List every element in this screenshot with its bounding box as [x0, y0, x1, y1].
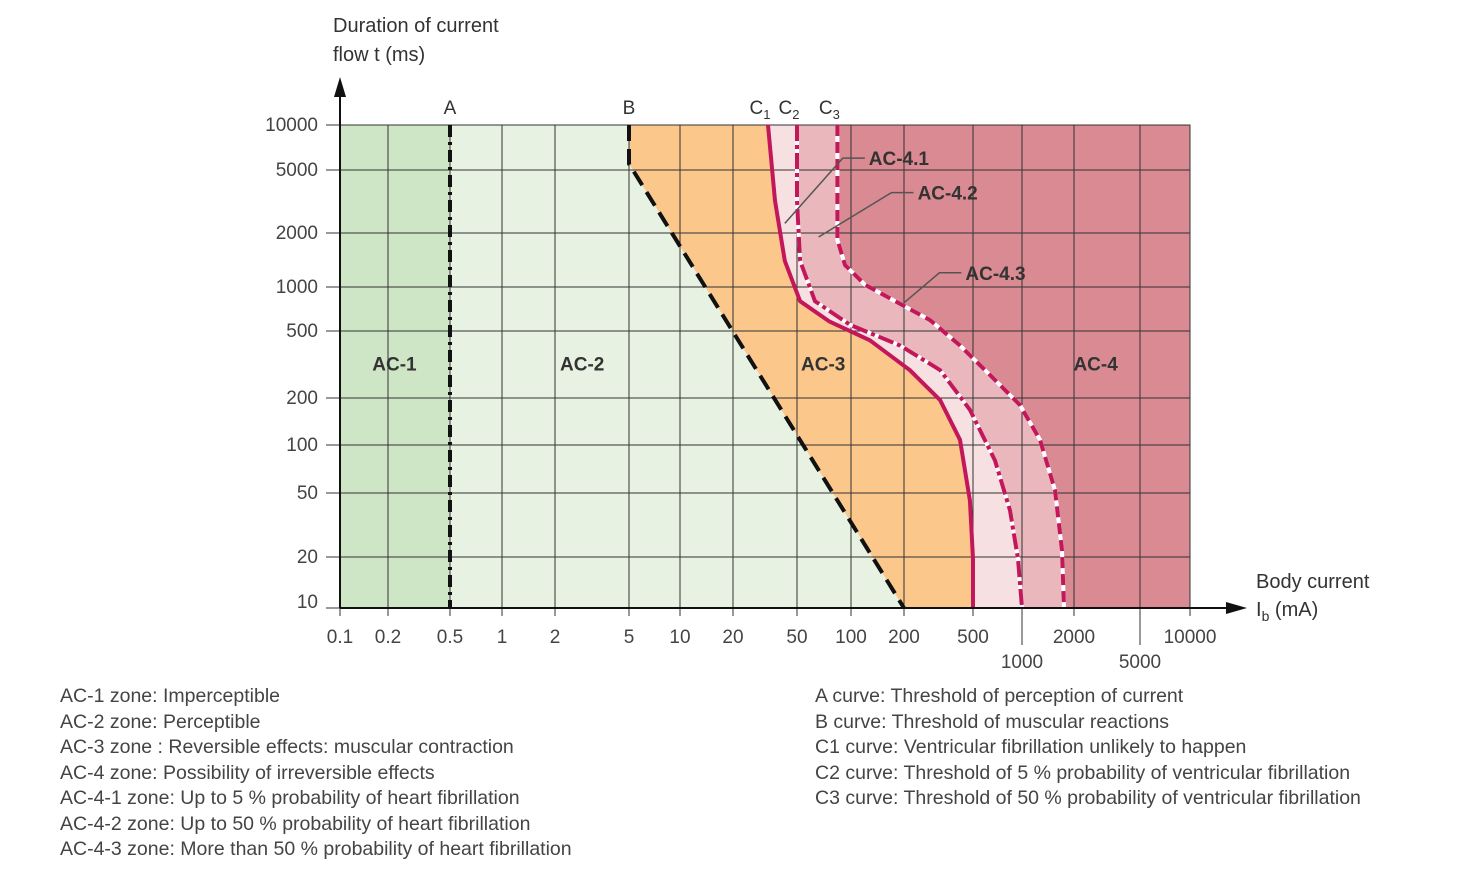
callout-label: AC-4.2 [918, 184, 978, 205]
zone-ac-2 [450, 125, 904, 608]
curve-b [627, 125, 906, 610]
x-tick-label: 0.2 [375, 627, 401, 648]
y-axis-arrow-icon [334, 77, 346, 97]
curve-c2 [795, 125, 1024, 609]
curve-label-b: B [623, 98, 636, 119]
y-axis-label: flow t (ms) [333, 44, 425, 66]
x-tick-label: 1 [497, 627, 508, 648]
callout-label: AC-4.3 [965, 264, 1025, 285]
labels: A B C1 C2 C3 AC-1 AC-2 AC-3 AC-4 AC-4.1 AC-4.2 AC-4… [372, 98, 1118, 376]
zone-label: AC-4 [1073, 355, 1118, 376]
x-axis-subscript: b [1262, 608, 1270, 624]
zone-ac-4-1 [768, 125, 1022, 608]
callout-line [818, 191, 914, 238]
x-tick-label: 2 [550, 627, 561, 648]
x-tick-label: 10 [669, 627, 690, 648]
y-tick-label: 2000 [276, 223, 318, 244]
curve-label-subscript: 2 [792, 107, 799, 122]
callout-line [784, 157, 865, 224]
curve-label-subscript: 3 [833, 107, 840, 122]
legend-item: AC-1 zone: Imperceptible [60, 685, 281, 707]
curve-c3 [835, 125, 1066, 609]
zone-label: AC-2 [560, 355, 604, 376]
legend-item: AC-3 zone : Reversible effects: muscular… [60, 736, 514, 758]
x-tick-label: 0.5 [437, 627, 463, 648]
legend-zones: AC-1 zone: Imperceptible AC-2 zone: Perc… [60, 684, 572, 863]
curve-label-subscript: 1 [763, 107, 770, 122]
x-tick-label: 2000 [1053, 627, 1095, 648]
x-tick-label: 100 [835, 627, 867, 648]
x-tick-label: 1000 [1001, 652, 1043, 673]
x-axis-symbol: I [1256, 599, 1262, 621]
x-axis-label-unit: Ib (mA) [1256, 599, 1318, 624]
x-tick-label: 500 [957, 627, 989, 648]
x-tick-label: 50 [786, 627, 807, 648]
y-tick-label: 100 [286, 435, 318, 456]
curve-label-c2: C2 [779, 98, 800, 122]
zone-label: AC-1 [372, 355, 417, 376]
curves [448, 124, 1066, 610]
x-tick-label: 200 [888, 627, 920, 648]
y-tick-label: 5000 [276, 160, 318, 181]
legend-item: A curve: Threshold of perception of curr… [815, 685, 1184, 707]
legend-item: C2 curve: Threshold of 5 % probability o… [815, 761, 1351, 784]
callout-label: AC-4.1 [869, 149, 930, 170]
zone-ac-4 [837, 125, 1190, 608]
x-axis-unit: (mA) [1269, 599, 1318, 621]
zone-ac-3 [629, 125, 973, 608]
y-axis-label: Duration of current [333, 15, 499, 37]
curve-c1 [766, 124, 975, 608]
legend-curves: A curve: Threshold of perception of curr… [815, 684, 1361, 812]
x-axis-label: Body current [1256, 571, 1370, 593]
curve-label-c3: C3 [819, 98, 840, 122]
y-tick-label: 10 [297, 592, 318, 613]
axes: 0.1 0.2 0.5 1 2 5 10 20 50 100 200 5001000200050001… [265, 15, 1370, 673]
zone-ac-1 [340, 125, 450, 608]
curve-label-c1: C1 [749, 98, 770, 122]
legend-item: AC-4-3 zone: More than 50 % probability … [60, 838, 572, 860]
legend-item: C3 curve: Threshold of 50 % probability … [815, 787, 1361, 809]
legend-item: AC-4-1 zone: Up to 5 % probability of he… [60, 787, 520, 809]
y-tick-label: 10000 [265, 115, 318, 136]
y-tick-label: 20 [297, 547, 318, 568]
y-tick-label: 50 [297, 483, 318, 504]
zones [340, 125, 1190, 608]
zone-label: AC-3 [801, 355, 845, 376]
callout-line [903, 272, 962, 304]
x-tick-label: 5 [624, 627, 635, 648]
zone-ac-4-2 [797, 125, 1064, 608]
legend-item: C1 curve: Ventricular fibrillation unlik… [815, 736, 1247, 758]
legend-item: AC-2 zone: Perceptible [60, 710, 261, 733]
y-tick-label: 1000 [276, 277, 318, 298]
x-tick-label: 0.1 [327, 627, 353, 648]
legend-item: AC-4-2 zone: Up to 50 % probability of h… [60, 812, 531, 835]
legend-item: AC-4 zone: Possibility of irreversible e… [60, 761, 435, 784]
x-tick-label: 5000 [1119, 652, 1161, 673]
y-tick-label: 500 [286, 321, 318, 342]
legend-item: B curve: Threshold of muscular reactions [815, 710, 1170, 733]
x-tick-label: 20 [722, 627, 743, 648]
y-tick-label: 200 [286, 388, 318, 409]
x-tick-label: 10000 [1164, 627, 1217, 648]
curve-label-a: A [444, 98, 457, 119]
x-axis-arrow-icon [1226, 602, 1247, 614]
